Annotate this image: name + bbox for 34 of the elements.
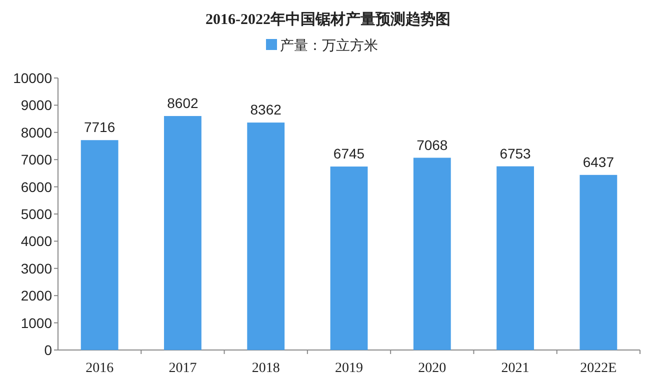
bar xyxy=(496,166,534,350)
x-tick-label: 2016 xyxy=(86,361,114,376)
data-label: 8362 xyxy=(250,102,282,118)
data-label: 8602 xyxy=(167,95,198,112)
bar xyxy=(164,116,202,350)
y-tick-label: 6000 xyxy=(20,178,52,195)
bar xyxy=(247,122,285,350)
y-tick-label: 8000 xyxy=(20,124,52,140)
bar xyxy=(330,166,368,350)
x-tick-label: 2019 xyxy=(335,361,363,376)
y-tick-label: 7000 xyxy=(20,152,52,168)
x-tick-label: 2017 xyxy=(168,361,197,376)
y-tick-label: 1000 xyxy=(20,314,52,331)
y-tick-label: 3000 xyxy=(20,260,52,276)
y-tick-label: 10000 xyxy=(13,70,52,86)
bar xyxy=(580,174,618,350)
y-tick-label: 4000 xyxy=(20,233,52,250)
data-label: 7716 xyxy=(84,119,116,136)
legend-label: 产量：万立方米 xyxy=(280,37,378,53)
x-tick-label: 2022E xyxy=(580,361,617,376)
data-label: 7068 xyxy=(416,136,448,153)
y-tick-label: 0 xyxy=(44,342,52,358)
bar xyxy=(80,140,118,350)
x-tick-label: 2018 xyxy=(252,361,280,376)
y-tick-label: 5000 xyxy=(20,206,52,222)
x-tick-label: 2021 xyxy=(501,361,530,376)
bar xyxy=(413,158,451,350)
data-label: 6437 xyxy=(582,154,614,170)
x-tick-label: 2020 xyxy=(418,361,446,376)
chart-title: 2016-2022年中国锯材产量预测趋势图 xyxy=(206,11,450,28)
y-tick-label: 2000 xyxy=(20,288,52,304)
data-label: 6753 xyxy=(500,145,532,162)
data-label: 6745 xyxy=(333,146,365,162)
y-tick-label: 9000 xyxy=(20,97,52,114)
